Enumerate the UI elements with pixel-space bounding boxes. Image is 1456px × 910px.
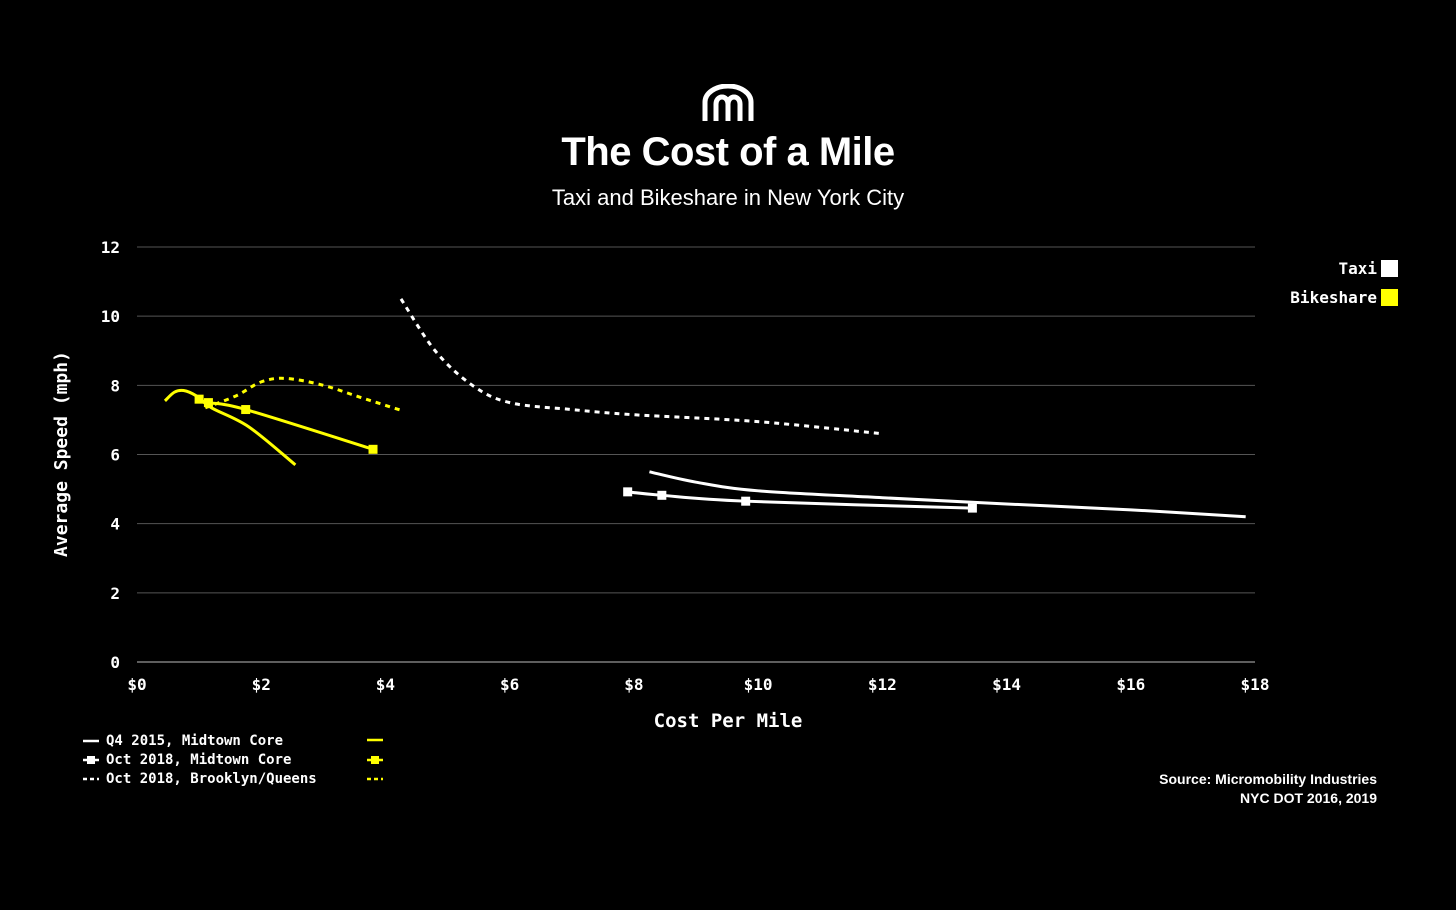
data-point-taxi-solid-markers [967,503,977,513]
y-tick-label: 6 [110,446,120,465]
data-point-bikeshare-solid-markers [368,444,378,454]
x-axis-label: Cost Per Mile [654,710,803,732]
legend-item-q4-2015: Q4 2015, Midtown Core [82,732,392,750]
y-tick-label: 10 [101,307,120,326]
series-line-bikeshare-solid-markers [198,397,374,451]
x-tick-label: $2 [252,675,271,694]
x-tick-label: $10 [744,675,773,694]
x-tick-label: $16 [1116,675,1145,694]
series-line-taxi-dashed [399,298,883,436]
data-point-taxi-solid-markers [657,490,667,500]
bikeshare-swatch-icon [1381,289,1398,306]
x-tick-label: $12 [868,675,897,694]
source-line-1: Source: Micromobility Industries [1159,771,1377,787]
legend-label-taxi: Taxi [1338,259,1377,278]
x-tick-label: $4 [376,675,395,694]
series-line-taxi-solid [649,470,1246,519]
solid-line-white-icon [83,739,99,743]
data-point-bikeshare-solid-markers [194,394,204,404]
legend-label-q4-2015: Q4 2015, Midtown Core [106,733,284,749]
legend-label-bikeshare: Bikeshare [1290,288,1377,307]
legend-item-taxi: Taxi [1338,258,1398,280]
micromobility-logo-icon [702,84,754,121]
legend-label-oct-2018-bq: Oct 2018, Brooklyn/Queens [106,771,317,787]
dashed-line-yellow-icon [367,777,383,781]
y-tick-label: 4 [110,515,120,534]
y-tick-labels: 0 2 4 6 8 10 12 [101,238,120,672]
y-tick-label: 8 [110,376,120,395]
marker-line-white-icon [83,756,99,764]
data-point-bikeshare-solid-markers [203,398,213,408]
data-point-bikeshare-solid-markers [241,405,251,415]
data-point-taxi-solid-markers [741,496,751,506]
grid-lines [137,246,1255,663]
legend-item-oct-2018-midtown: Oct 2018, Midtown Core [82,751,392,769]
series-line-bikeshare-solid [163,388,297,467]
x-tick-label: $0 [127,675,146,694]
solid-line-yellow-icon [367,738,383,742]
series-line-taxi-solid-markers [627,490,973,510]
series-lines [163,298,1246,519]
chart-title: The Cost of a Mile [561,130,895,174]
x-tick-label: $6 [500,675,519,694]
y-axis-label: Average Speed (mph) [51,351,72,557]
x-tick-label: $8 [624,675,643,694]
legend-label-oct-2018-midtown: Oct 2018, Midtown Core [106,752,292,768]
marker-line-yellow-icon [367,756,383,764]
x-tick-label: $14 [992,675,1021,694]
x-tick-label: $18 [1241,675,1270,694]
taxi-swatch-icon [1381,260,1398,277]
dashed-line-white-icon [83,777,99,781]
source-line-2: NYC DOT 2016, 2019 [1240,790,1377,806]
data-point-taxi-solid-markers [623,487,633,497]
y-tick-label: 12 [101,238,120,257]
chart-subtitle: Taxi and Bikeshare in New York City [551,185,905,210]
y-tick-label: 0 [110,653,120,672]
legend-item-bikeshare: Bikeshare [1290,287,1398,309]
series-line-bikeshare-dashed [204,376,405,413]
legend-item-oct-2018-bq: Oct 2018, Brooklyn/Queens [82,770,392,788]
x-tick-labels: $0 $2 $4 $6 $8 $10 $12 $14 $16 $18 [127,675,1269,694]
source-note: Source: Micromobility Industries NYC DOT… [1159,770,1377,808]
y-tick-label: 2 [110,584,120,603]
